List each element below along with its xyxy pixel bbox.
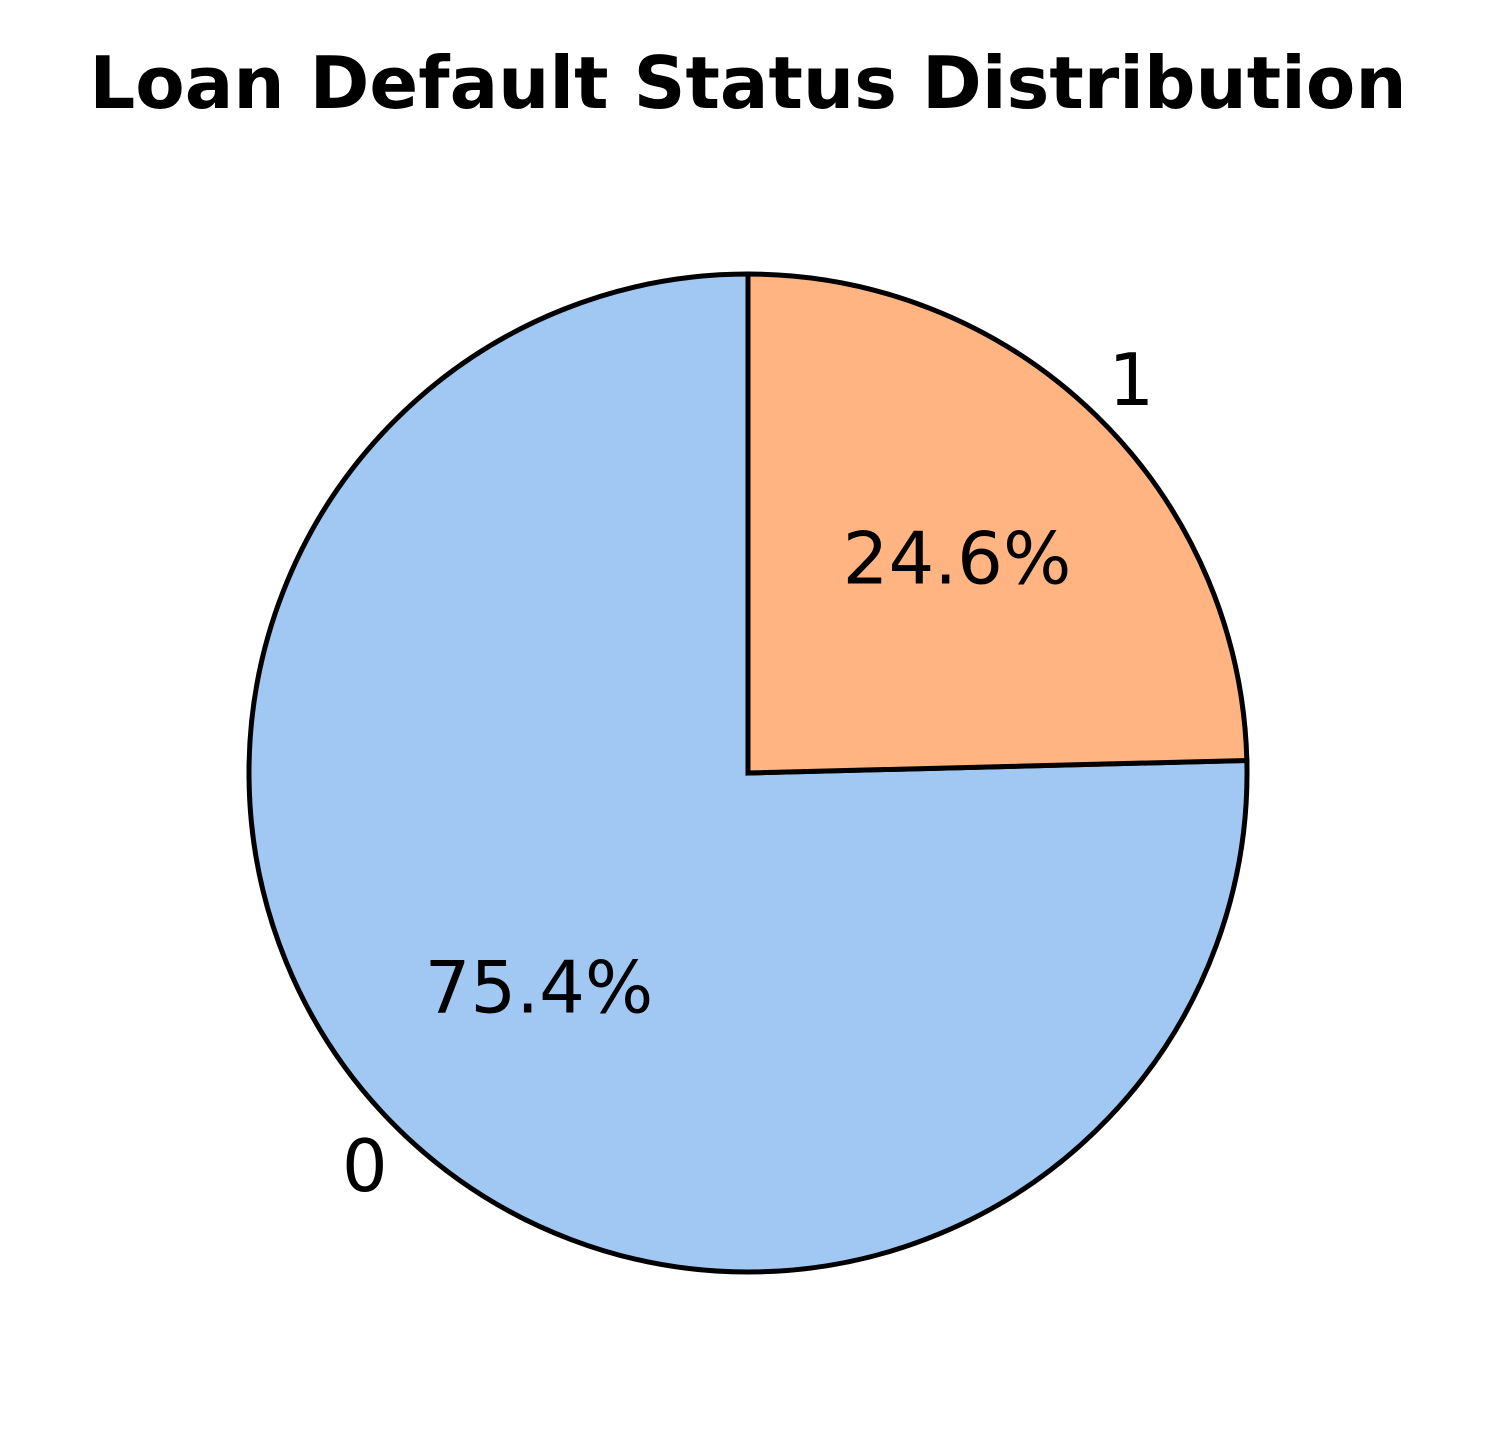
slice-category-label-0: 0: [342, 1124, 388, 1208]
chart-title: Loan Default Status Distribution: [89, 41, 1406, 125]
slice-percent-label-1: 24.6%: [843, 517, 1072, 601]
slice-category-label-1: 1: [1108, 338, 1154, 422]
slice-percent-label-0: 75.4%: [425, 945, 654, 1029]
pie-slice-1: [745, 271, 1250, 776]
pie-slices: [246, 271, 1250, 1275]
pie-labels: 0 75.4% 1 24.6%: [342, 338, 1154, 1208]
